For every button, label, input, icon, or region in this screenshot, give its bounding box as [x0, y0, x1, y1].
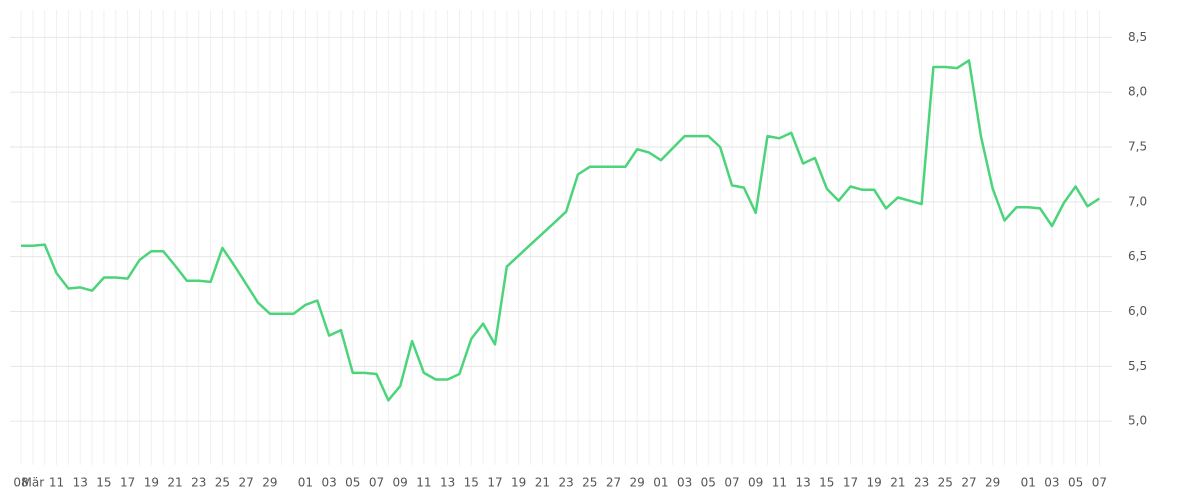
x-tick-label: 19 — [144, 476, 159, 490]
x-tick-label: 09 — [393, 476, 408, 490]
x-tick-label: 19 — [867, 476, 882, 490]
x-tick-label: 08 — [13, 476, 28, 490]
x-tick-label: 11 — [772, 476, 787, 490]
x-tick-label: 23 — [914, 476, 929, 490]
x-tick-label: 25 — [215, 476, 230, 490]
x-tick-label: 21 — [890, 476, 905, 490]
x-tick-label: 27 — [239, 476, 254, 490]
x-tick-label: 05 — [701, 476, 716, 490]
y-tick-label: 6,5 — [1128, 249, 1147, 263]
x-tick-label: 29 — [985, 476, 1000, 490]
y-tick-label: 5,0 — [1128, 414, 1147, 428]
y-tick-label: 5,5 — [1128, 359, 1147, 373]
x-tick-label: 07 — [369, 476, 384, 490]
x-tick-label: 27 — [606, 476, 621, 490]
y-tick-label: 7,0 — [1128, 194, 1147, 208]
x-tick-label: 21 — [535, 476, 550, 490]
x-tick-label: 13 — [795, 476, 810, 490]
x-tick-label: 03 — [677, 476, 692, 490]
x-tick-label: 25 — [938, 476, 953, 490]
y-tick-label: 8,5 — [1128, 30, 1147, 44]
x-tick-label: 05 — [345, 476, 360, 490]
x-tick-label: 23 — [191, 476, 206, 490]
x-tick-label: 15 — [464, 476, 479, 490]
x-tick-label: 19 — [511, 476, 526, 490]
x-tick-label: 03 — [1044, 476, 1059, 490]
x-tick-label: 17 — [120, 476, 135, 490]
x-tick-label: 21 — [167, 476, 182, 490]
x-tick-label: 01 — [1021, 476, 1036, 490]
y-tick-label: 6,0 — [1128, 304, 1147, 318]
x-tick-label: 11 — [49, 476, 64, 490]
y-tick-label: 7,5 — [1128, 140, 1147, 154]
x-tick-label: 13 — [73, 476, 88, 490]
x-tick-label: 29 — [262, 476, 277, 490]
x-tick-label: 23 — [558, 476, 573, 490]
x-tick-label: 01 — [653, 476, 668, 490]
y-tick-label: 8,0 — [1128, 85, 1147, 99]
line-series — [21, 59, 1100, 402]
x-tick-label: 07 — [1092, 476, 1107, 490]
x-tick-label: 03 — [321, 476, 336, 490]
x-tick-label: 17 — [487, 476, 502, 490]
x-tick-label: 11 — [416, 476, 431, 490]
x-tick-label: 29 — [630, 476, 645, 490]
x-tick-label: 17 — [843, 476, 858, 490]
x-tick-label: 05 — [1068, 476, 1083, 490]
x-tick-label: 13 — [440, 476, 455, 490]
x-tick-label: 15 — [96, 476, 111, 490]
x-tick-label: 15 — [819, 476, 834, 490]
x-tick-label: 27 — [961, 476, 976, 490]
x-tick-label: 09 — [748, 476, 763, 490]
x-tick-label: 01 — [298, 476, 313, 490]
x-tick-label: 07 — [724, 476, 739, 490]
x-tick-label: Mär — [22, 476, 45, 490]
x-tick-label: 25 — [582, 476, 597, 490]
